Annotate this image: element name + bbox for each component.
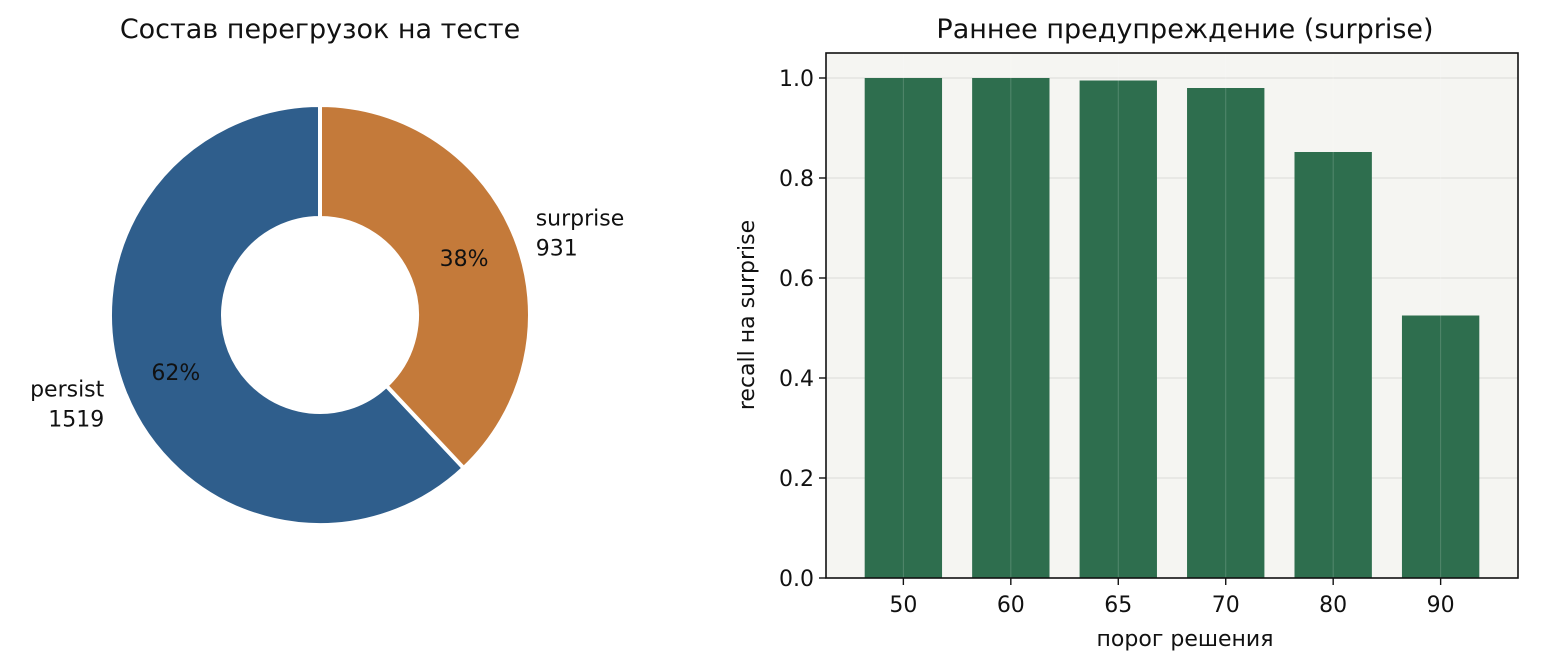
y-axis-label: recall на surprise	[735, 220, 760, 410]
bar-90	[1401, 315, 1480, 578]
y-tick-label: 0.4	[779, 367, 814, 392]
bar-50	[864, 78, 943, 578]
bar-chart: Раннее предупреждение (surprise) 0.00.20…	[735, 14, 1519, 652]
donut-pct-label-persist: 62%	[151, 361, 200, 386]
bar-title: Раннее предупреждение (surprise)	[936, 14, 1433, 45]
donut-slice-surprise	[318, 102, 532, 471]
x-axis-ticks: 50 60 65 70 80 90	[889, 578, 1455, 618]
donut-slice-value-persist: 1519	[48, 407, 104, 432]
donut-slice-value-surprise: 931	[536, 237, 578, 262]
x-tick-label: 80	[1319, 593, 1347, 618]
donut-slice-label-persist: persist	[30, 377, 105, 402]
donut-pct-label-surprise: 38%	[440, 247, 489, 272]
x-axis-label: порог решения	[1097, 627, 1274, 652]
donut-title: Состав перегрузок на тесте	[120, 14, 520, 45]
donut-slices	[108, 102, 532, 527]
donut-slice-label-surprise: surprise	[536, 207, 625, 232]
donut-slice-persist	[108, 102, 467, 527]
vertical-grid-lines	[902, 53, 1442, 578]
y-tick-label: 1.0	[779, 67, 814, 92]
x-tick-label: 90	[1427, 593, 1455, 618]
bar-80	[1294, 152, 1372, 578]
x-tick-label: 50	[889, 593, 917, 618]
x-tick-label: 65	[1104, 593, 1132, 618]
donut-labels: 62% persist 1519 38% surprise 931	[30, 207, 624, 433]
x-tick-label: 70	[1212, 593, 1240, 618]
x-tick-label: 60	[997, 593, 1025, 618]
plot-frame	[825, 52, 1519, 579]
y-tick-label: 0.2	[779, 467, 814, 492]
bar-65	[1079, 80, 1157, 578]
y-tick-label: 0.8	[779, 167, 814, 192]
y-axis-ticks: 0.0 0.2 0.4 0.6 0.8 1.0	[779, 67, 826, 592]
y-tick-label: 0.6	[779, 267, 814, 292]
y-tick-label: 0.0	[779, 567, 814, 592]
donut-chart: Состав перегрузок на тесте 62% persist 151…	[30, 14, 624, 527]
bar-60	[972, 78, 1050, 578]
bars	[864, 78, 1480, 578]
bar-70	[1187, 88, 1265, 578]
